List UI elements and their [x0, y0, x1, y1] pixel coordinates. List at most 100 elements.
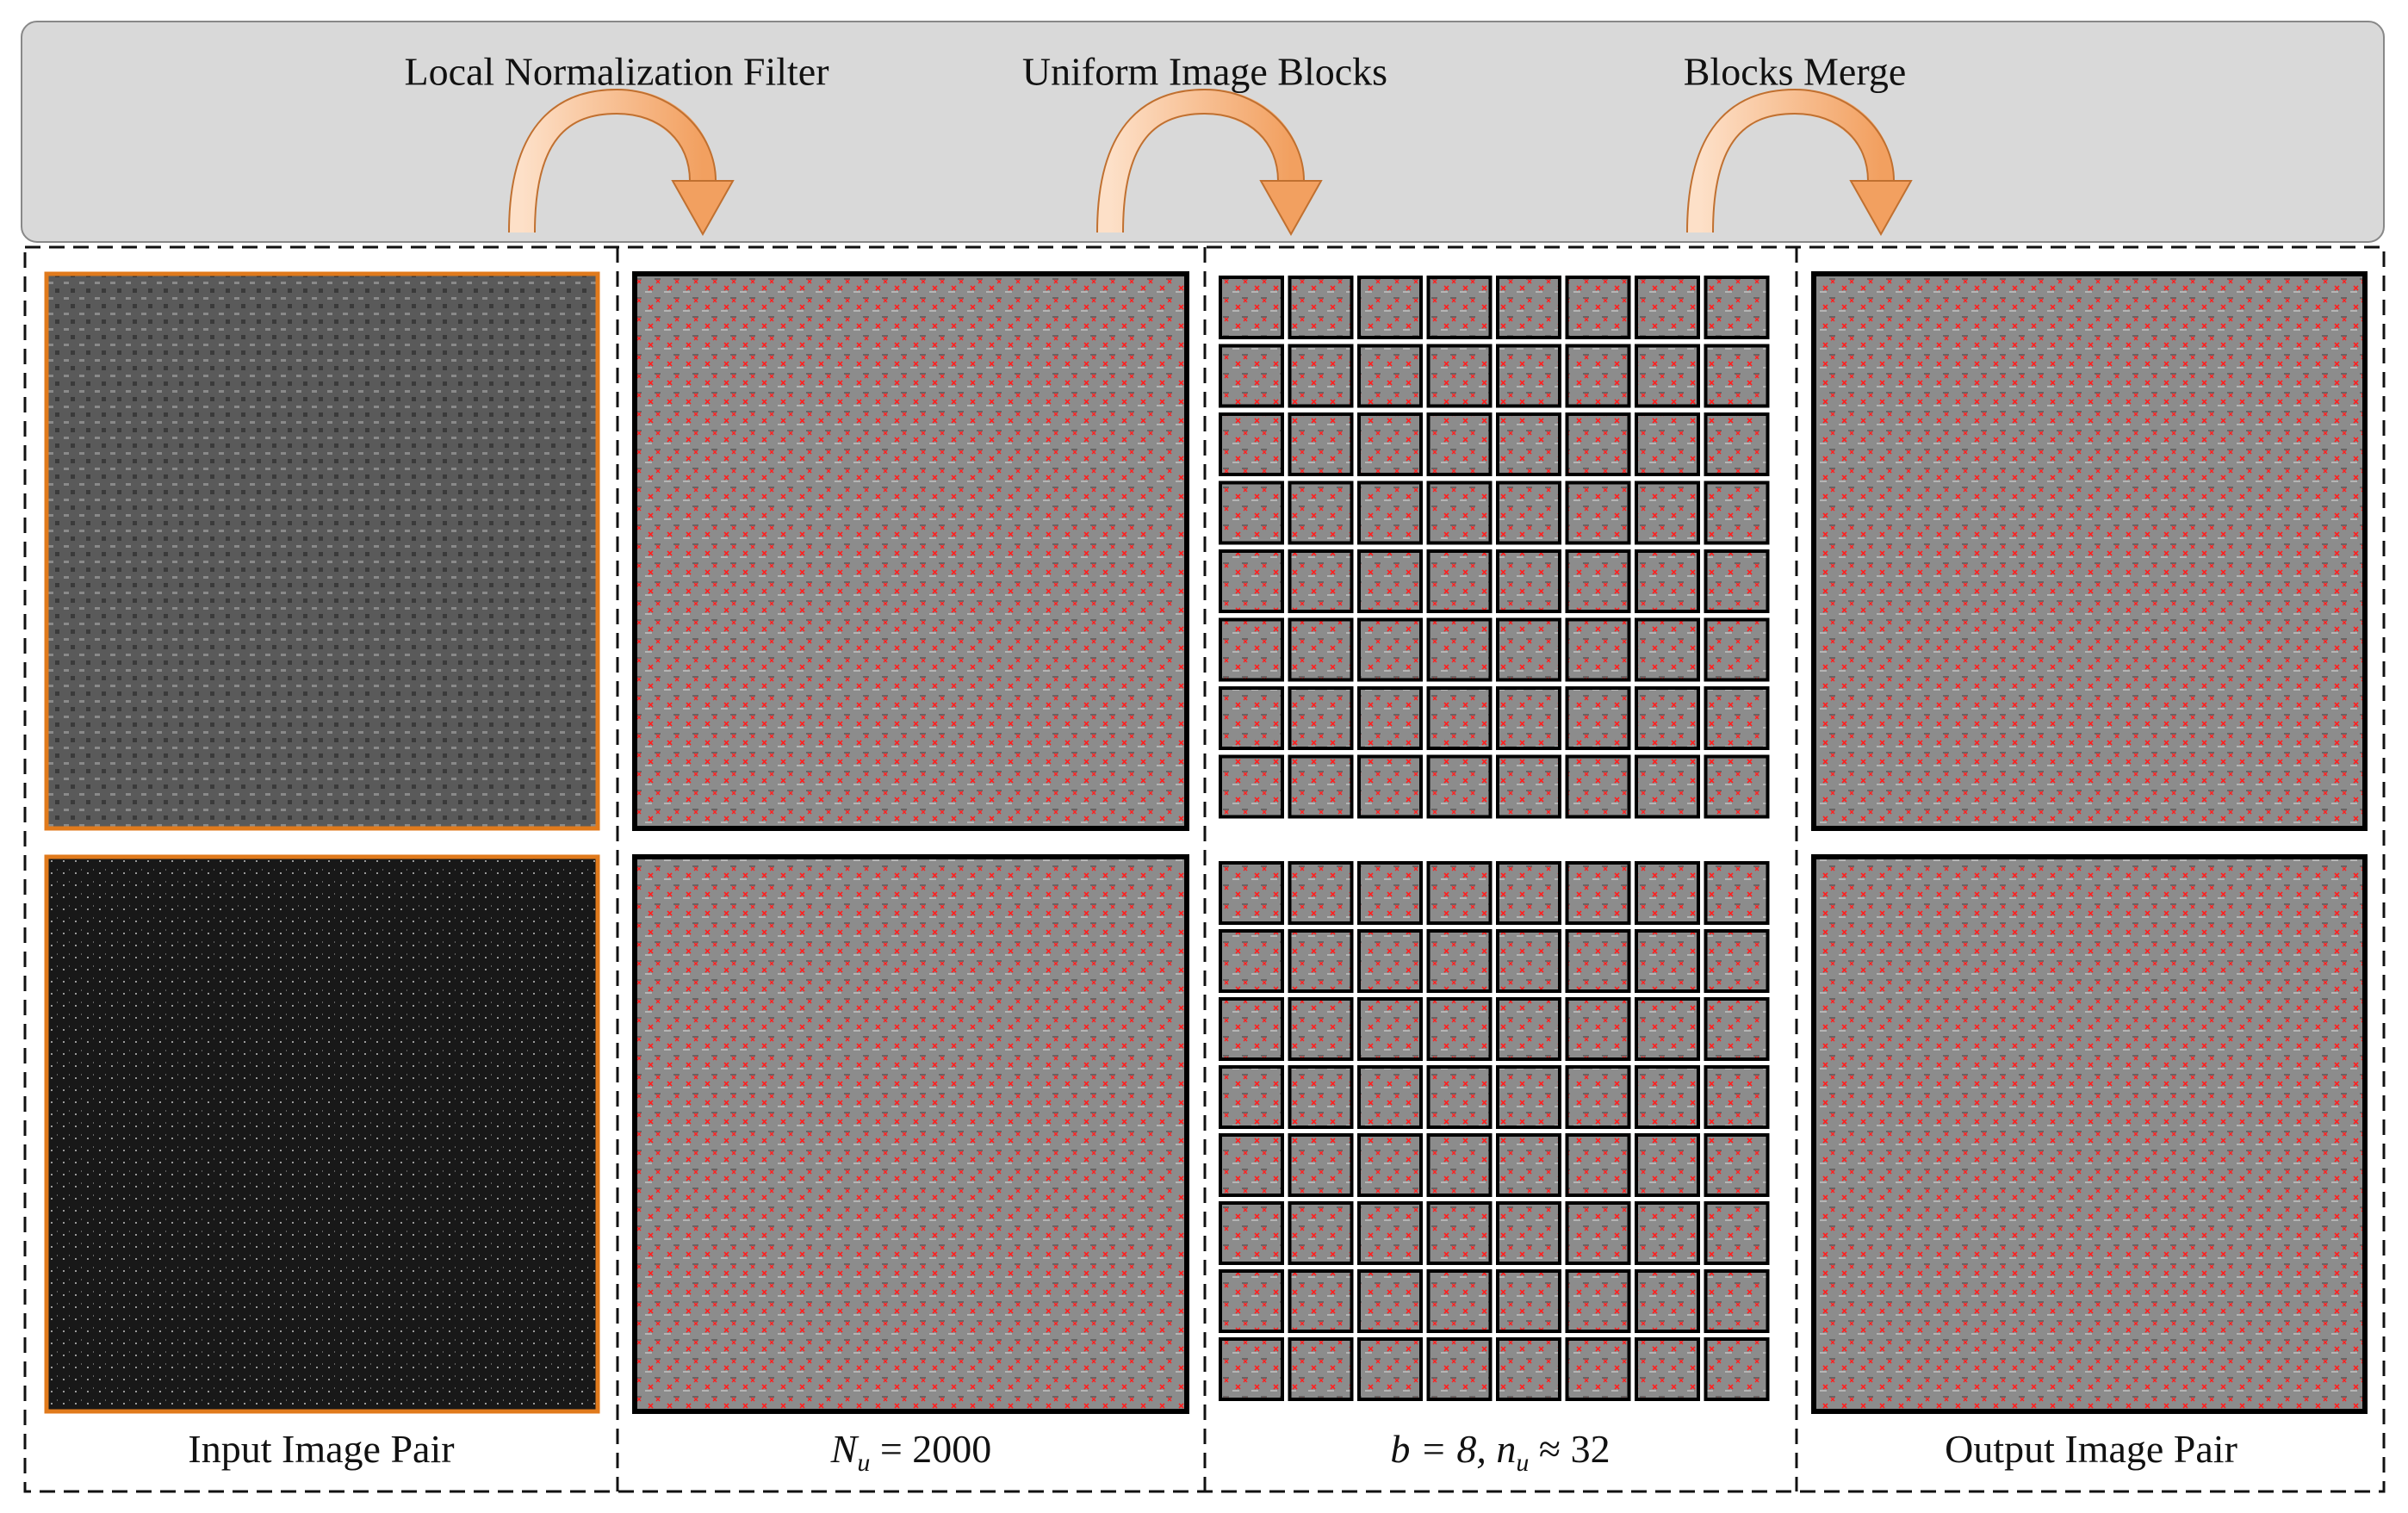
step-arrow-head: [1849, 180, 1913, 237]
image-block: [1635, 617, 1700, 682]
image-block: [1704, 1065, 1770, 1129]
caption-relation: ≈ 32: [1529, 1427, 1610, 1471]
image-block: [1219, 754, 1284, 819]
image-block: [1357, 412, 1423, 476]
image-block: [1426, 481, 1493, 545]
image-block: [1496, 617, 1561, 682]
image-block: [1288, 412, 1354, 476]
image-block: [1704, 276, 1770, 339]
image-block: [1704, 1269, 1770, 1333]
image-block: [1357, 861, 1423, 925]
image-block: [1565, 344, 1631, 408]
image-block: [1426, 617, 1493, 682]
image-block: [1496, 997, 1561, 1061]
image-block: [1426, 412, 1493, 476]
image-block: [1426, 1065, 1493, 1129]
image-block: [1357, 1065, 1423, 1129]
image-block: [1704, 549, 1770, 613]
image-block: [1496, 481, 1561, 545]
caption-subscript: u: [857, 1448, 870, 1477]
caption-prefix: b = 8,: [1390, 1427, 1496, 1471]
image-block: [1288, 1133, 1354, 1197]
image-block: [1635, 276, 1700, 339]
caption-symbol: n: [1496, 1427, 1516, 1471]
image-block: [1496, 1133, 1561, 1197]
image-block: [1704, 686, 1770, 750]
image-block: [1635, 344, 1700, 408]
image-block: [1704, 929, 1770, 993]
image-block: [1219, 276, 1284, 339]
image-block: [1288, 1201, 1354, 1265]
image-block: [1635, 1065, 1700, 1129]
step-label: Uniform Image Blocks: [1022, 50, 1387, 94]
image-block: [1635, 861, 1700, 925]
image-block: [1565, 1065, 1631, 1129]
image-block: [1219, 1133, 1284, 1197]
image-block: [1219, 1337, 1284, 1401]
image-block: [1219, 549, 1284, 613]
image-block: [1288, 481, 1354, 545]
image-block: [1496, 344, 1561, 408]
image-block: [1635, 997, 1700, 1061]
step-arrow: [1097, 88, 1304, 233]
image-block: [1635, 929, 1700, 993]
image-block: [1426, 1337, 1493, 1401]
image-block: [1704, 754, 1770, 819]
image-block: [1565, 412, 1631, 476]
image-block: [1704, 412, 1770, 476]
image-block: [1496, 276, 1561, 339]
image-block: [1704, 861, 1770, 925]
image-block: [1219, 344, 1284, 408]
image-block: [1704, 1133, 1770, 1197]
image-block: [1496, 1201, 1561, 1265]
step-label: Blocks Merge: [1684, 50, 1907, 94]
step-arrow-outline: [1686, 88, 1895, 233]
image-block: [1565, 861, 1631, 925]
image-block: [1426, 1133, 1493, 1197]
image-block: [1426, 686, 1493, 750]
image-block: [1288, 344, 1354, 408]
image-block: [1635, 754, 1700, 819]
image-block: [1219, 617, 1284, 682]
image-block: [1565, 549, 1631, 613]
image-block: [1565, 1133, 1631, 1197]
header-banner: [21, 21, 2385, 243]
caption: Input Image Pair: [188, 1427, 454, 1471]
image-block: [1704, 344, 1770, 408]
image-block: [1426, 754, 1493, 819]
image-block: [1496, 412, 1561, 476]
caption-relation: = 2000: [870, 1427, 991, 1471]
image-block: [1565, 754, 1631, 819]
image-block: [1565, 276, 1631, 339]
image-block: [1635, 481, 1700, 545]
image-block: [1288, 1337, 1354, 1401]
image-block: [1704, 997, 1770, 1061]
image-block: [1496, 1337, 1561, 1401]
image-block: [1357, 1133, 1423, 1197]
step-arrow-outline: [1096, 88, 1305, 233]
image-block: [1426, 344, 1493, 408]
image-block: [1357, 549, 1423, 613]
image-block: [1219, 1065, 1284, 1129]
image-block: [1288, 1065, 1354, 1129]
output-image: [1811, 271, 2368, 831]
image-block: [1288, 617, 1354, 682]
optical-image: [44, 271, 600, 831]
image-block: [1426, 1201, 1493, 1265]
image-block: [1635, 412, 1700, 476]
image-block: [1565, 1201, 1631, 1265]
image-block: [1704, 1201, 1770, 1265]
step-arrow-head: [671, 180, 735, 237]
feature-image: [632, 271, 1189, 831]
image-block: [1635, 1269, 1700, 1333]
step-arrow: [509, 88, 716, 233]
image-block: [1426, 1269, 1493, 1333]
image-block: [1496, 1065, 1561, 1129]
step-arrow-outline: [508, 88, 717, 233]
image-block: [1219, 412, 1284, 476]
image-block: [1288, 861, 1354, 925]
image-block: [1288, 929, 1354, 993]
feature-image: [632, 854, 1189, 1414]
image-block: [1357, 1337, 1423, 1401]
